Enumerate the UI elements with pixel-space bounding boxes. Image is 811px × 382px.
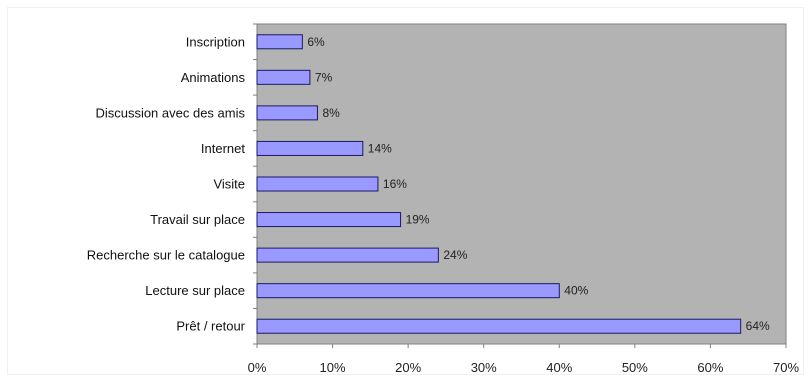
data-label: 6% [307, 35, 325, 49]
x-tick-label: 10% [320, 360, 346, 375]
category-label: Internet [201, 141, 245, 156]
data-label: 64% [746, 319, 770, 333]
category-label: Lecture sur place [145, 283, 245, 298]
bar [256, 69, 311, 85]
data-label: 7% [315, 70, 333, 84]
bar [256, 318, 742, 334]
x-tick-label: 20% [395, 360, 421, 375]
x-tick-label: 60% [697, 360, 723, 375]
category-label: Inscription [186, 34, 245, 49]
bar [256, 212, 402, 228]
bar [256, 140, 364, 156]
x-tick-label: 40% [546, 360, 572, 375]
category-label: Prêt / retour [176, 319, 245, 334]
x-tick-label: 70% [773, 360, 799, 375]
category-label: Recherche sur le catalogue [87, 248, 245, 263]
category-label: Travail sur place [150, 212, 245, 227]
x-tick-label: 30% [471, 360, 497, 375]
data-label: 40% [564, 284, 588, 298]
data-label: 14% [368, 141, 392, 155]
data-label: 24% [443, 248, 467, 262]
bar [256, 105, 318, 121]
x-tick-label: 50% [622, 360, 648, 375]
data-label: 16% [383, 177, 407, 191]
category-label: Visite [213, 177, 245, 192]
bar [256, 34, 303, 50]
bar [256, 247, 439, 263]
data-label: 8% [322, 106, 340, 120]
bar [256, 176, 379, 192]
data-label: 19% [406, 213, 430, 227]
category-label: Discussion avec des amis [95, 105, 245, 120]
bar [256, 283, 560, 299]
x-tick-label: 0% [248, 360, 267, 375]
category-label: Animations [181, 70, 246, 85]
